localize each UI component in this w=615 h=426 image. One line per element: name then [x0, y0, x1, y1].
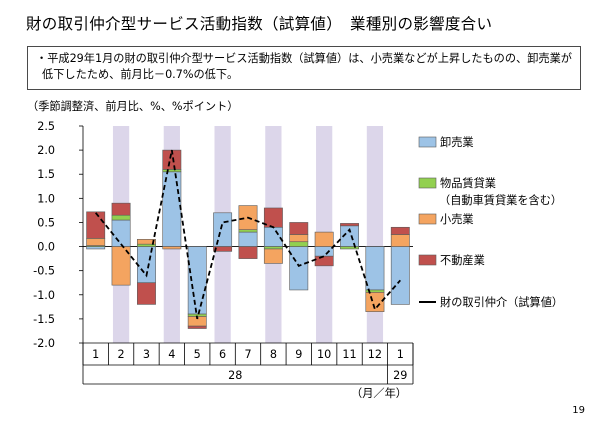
x-unit-label: （月／年）	[351, 386, 407, 400]
bar-real_estate	[390, 226, 410, 235]
bar-goods_leasing	[263, 246, 283, 250]
summary-box: ・平成29年1月の財の取引仲介型サービス活動指数（試算値）は、小売業などが上昇し…	[27, 46, 581, 90]
legend-label: 財の取引仲介（試算値）	[440, 296, 564, 309]
x-tick-label: 11	[342, 348, 356, 361]
bar-real_estate	[137, 282, 156, 305]
page-number: 19	[572, 405, 585, 416]
x-tick-label: 12	[368, 348, 382, 361]
bar-real_estate	[213, 246, 233, 252]
y-tick-label: 1.5	[37, 168, 55, 181]
bar-retail	[314, 231, 334, 247]
bar-real_estate	[289, 222, 309, 235]
bar-wholesale	[162, 171, 182, 247]
y-tick-label: 2.5	[37, 120, 55, 133]
bar-real_estate	[340, 223, 359, 227]
x-tick-label: 9	[295, 348, 302, 361]
bar-real_estate	[187, 325, 207, 329]
x-tick-label: 6	[219, 348, 226, 361]
total-line	[94, 149, 401, 320]
bar-retail	[137, 239, 156, 245]
bar-wholesale	[314, 246, 334, 257]
legend-label: 不動産業	[440, 254, 485, 267]
bar-retail	[86, 238, 106, 246]
x-tick-label: 5	[194, 348, 201, 361]
x-tick-label: 7	[244, 348, 251, 361]
bar-real_estate	[86, 211, 106, 239]
bar-retail	[263, 248, 283, 264]
bar-wholesale	[263, 226, 283, 247]
legend-swatch-retail	[418, 213, 437, 225]
bar-wholesale	[111, 219, 131, 247]
bar-goods_leasing	[238, 229, 258, 233]
bar-goods_leasing	[162, 169, 182, 173]
bar-goods_leasing	[111, 214, 131, 221]
legend-swatch-goods_leasing	[418, 177, 437, 189]
legend-swatch-real_estate	[418, 254, 437, 266]
summary-text: ・平成29年1月の財の取引仲介型サービス活動指数（試算値）は、小売業などが上昇し…	[36, 52, 572, 81]
bar-retail	[289, 234, 309, 243]
bar-wholesale	[289, 246, 309, 291]
legend-label: 卸売業	[440, 136, 474, 149]
x-tick-label: 1	[397, 348, 404, 361]
x-tick-label: 8	[270, 348, 277, 361]
year-label: 29	[393, 369, 407, 382]
y-tick-label: -0.5	[33, 265, 55, 278]
bar-wholesale	[390, 246, 410, 305]
bar-retail	[162, 246, 182, 250]
bar-wholesale	[137, 246, 156, 284]
x-tick-label: 2	[118, 348, 125, 361]
bar-wholesale	[86, 246, 106, 250]
x-tick-label: 10	[317, 348, 331, 361]
bar-wholesale	[238, 231, 258, 247]
y-tick-label: -1.0	[33, 289, 55, 302]
y-tick-label: 0.0	[37, 241, 55, 254]
x-tick-label: 3	[143, 348, 150, 361]
bar-real_estate	[314, 255, 334, 267]
bar-real_estate	[238, 246, 258, 259]
bar-goods_leasing	[289, 241, 309, 247]
bar-retail	[365, 292, 385, 312]
legend-label: 物品賃貸業	[440, 177, 496, 190]
unit-note: （季節調整済、前月比、%、%ポイント）	[27, 100, 239, 113]
x-tick-label: 1	[92, 348, 99, 361]
bar-wholesale	[213, 212, 233, 247]
x-tick-label: 4	[168, 348, 175, 361]
bar-wholesale	[365, 246, 385, 291]
y-tick-label: -2.0	[33, 337, 55, 350]
bar-retail	[111, 246, 131, 286]
y-tick-label: 0.5	[37, 216, 55, 229]
legend-swatch-wholesale	[418, 136, 437, 148]
year-label: 28	[228, 369, 242, 382]
y-tick-label: -1.5	[33, 313, 55, 326]
bar-goods_leasing	[340, 246, 359, 250]
bar-real_estate	[111, 202, 131, 216]
legend-label-extra: （自動車賃貸業を含む）	[439, 194, 563, 207]
y-tick-label: 1.0	[37, 192, 55, 205]
bar-retail	[390, 234, 410, 247]
page-title: 財の取引仲介型サービス活動指数（試算値） 業種別の影響度合い	[26, 15, 493, 33]
legend-label: 小売業	[440, 213, 474, 226]
y-tick-label: 2.0	[37, 144, 55, 157]
